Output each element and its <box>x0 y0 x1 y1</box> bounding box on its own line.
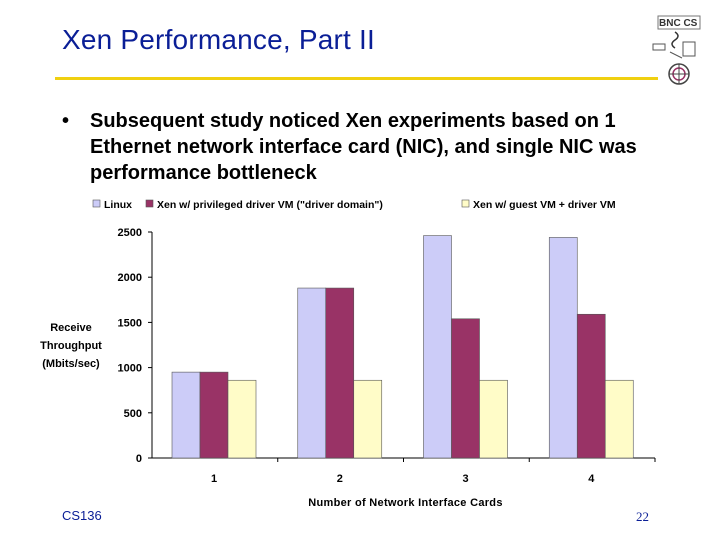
bullet-text: Subsequent study noticed Xen experiments… <box>90 110 637 184</box>
slide-title: Xen Performance, Part II <box>62 24 375 55</box>
y-tick-label: 500 <box>124 408 142 420</box>
x-axis-label: Number of Network Interface Cards <box>308 497 503 509</box>
bar <box>227 379 257 459</box>
bar <box>325 287 355 459</box>
y-tick-label: 2000 <box>118 272 142 284</box>
course-label: CS136 <box>62 508 102 523</box>
y-axis-label: (Mbits/sec) <box>42 358 100 370</box>
bar <box>297 287 327 459</box>
bar <box>423 235 452 459</box>
legend-label: Xen w/ guest VM + driver VM <box>473 199 616 211</box>
y-tick-label: 0 <box>136 453 142 465</box>
bar <box>199 371 229 459</box>
x-tick-label: 3 <box>462 473 468 485</box>
legend-swatch <box>145 199 154 208</box>
legend-label: Linux <box>104 199 132 211</box>
bar <box>171 371 201 459</box>
bnc-cs-logo-icon: BNC CS <box>652 15 701 85</box>
bar <box>479 379 508 459</box>
legend-swatch <box>461 199 470 208</box>
y-tick-label: 1500 <box>118 317 142 329</box>
page-number: 22 <box>636 509 649 524</box>
bar <box>604 379 634 459</box>
y-tick-label: 2500 <box>118 227 142 239</box>
legend-label: Xen w/ privileged driver VM ("driver dom… <box>157 199 383 211</box>
logo-text: BNC CS <box>659 18 698 29</box>
legend-swatch <box>92 199 101 208</box>
bullet-dot: • <box>62 110 70 132</box>
y-axis-label: Throughput <box>40 340 102 352</box>
title-underline <box>55 77 658 80</box>
x-tick-label: 1 <box>211 473 217 485</box>
y-axis-label: Receive <box>50 322 92 334</box>
bar <box>548 237 578 459</box>
x-tick-label: 2 <box>337 473 343 485</box>
bar <box>576 313 606 459</box>
bar <box>451 318 480 459</box>
bar <box>353 379 383 459</box>
y-tick-label: 1000 <box>118 363 142 375</box>
x-tick-label: 4 <box>588 473 595 485</box>
